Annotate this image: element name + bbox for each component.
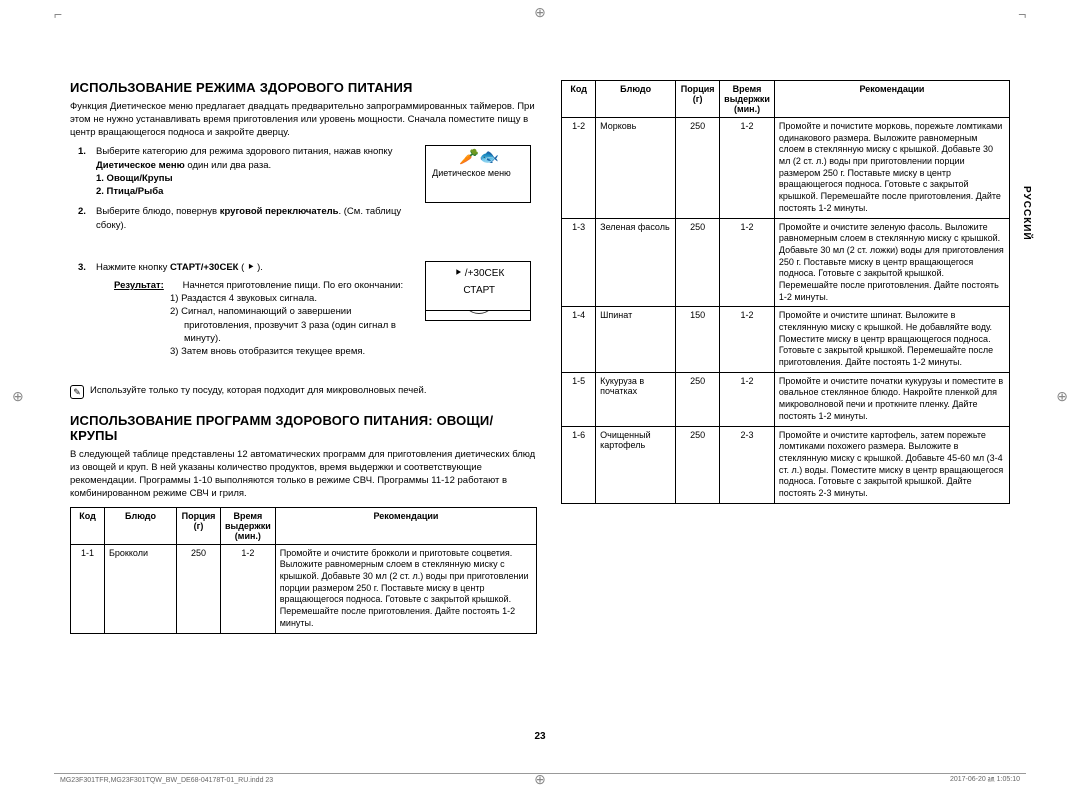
program-table-left: Код Блюдо Порция (г) Время выдержки (мин… bbox=[70, 507, 537, 634]
cell-time: 1-2 bbox=[720, 372, 775, 426]
step-2: Выберите блюдо, повернув круговой перекл… bbox=[70, 205, 417, 232]
step-text: Выберите блюдо, повернув bbox=[96, 206, 220, 217]
intro-paragraph-2: В следующей таблице представлены 12 авто… bbox=[70, 449, 537, 500]
col-portion: Порция (г) bbox=[676, 81, 720, 118]
cell-time: 1-2 bbox=[221, 544, 276, 633]
right-column: Код Блюдо Порция (г) Время выдержки (мин… bbox=[561, 80, 1010, 742]
cell-code: 1-5 bbox=[562, 372, 596, 426]
step-text: ( ⯈ ). bbox=[238, 262, 263, 273]
cell-portion: 250 bbox=[676, 118, 720, 219]
start-30sec-label: ⯈ /+30СЕК bbox=[432, 268, 526, 279]
food-icon: 🥕🐟 bbox=[432, 150, 526, 166]
cell-rec: Промойте и очистите шпинат. Выложите в с… bbox=[774, 307, 1009, 372]
col-code: Код bbox=[71, 507, 105, 544]
cell-dish: Кукуруза в початках bbox=[596, 372, 676, 426]
table-row: 1-6Очищенный картофель2502-3Промойте и о… bbox=[562, 426, 1010, 503]
cell-rec: Промойте и очистите брокколи и приготовь… bbox=[275, 544, 536, 633]
cell-portion: 250 bbox=[676, 426, 720, 503]
table-row: 1-2Морковь2501-2Промойте и почистите мор… bbox=[562, 118, 1010, 219]
step-text: Нажмите кнопку bbox=[96, 262, 170, 273]
cell-code: 1-6 bbox=[562, 426, 596, 503]
start-button-illustration: ⯈ /+30СЕК СТАРТ bbox=[425, 261, 531, 311]
cell-code: 1-3 bbox=[562, 218, 596, 307]
step-2-block: Выберите блюдо, повернув круговой перекл… bbox=[70, 205, 537, 261]
cell-rec: Промойте и очистите початки кукурузы и п… bbox=[774, 372, 1009, 426]
section-heading: ИСПОЛЬЗОВАНИЕ РЕЖИМА ЗДОРОВОГО ПИТАНИЯ bbox=[70, 80, 537, 95]
table-header-row: Код Блюдо Порция (г) Время выдержки (мин… bbox=[562, 81, 1010, 118]
option-2: 2. Птица/Рыба bbox=[96, 186, 163, 197]
cell-rec: Промойте и очистите картофель, затем пор… bbox=[774, 426, 1009, 503]
table-row: 1-1Брокколи2501-2Промойте и очистите бро… bbox=[71, 544, 537, 633]
step-text: Выберите категорию для режима здорового … bbox=[96, 146, 392, 157]
step-1: Выберите категорию для режима здорового … bbox=[70, 145, 417, 198]
col-dish: Блюдо bbox=[105, 507, 177, 544]
cell-dish: Морковь bbox=[596, 118, 676, 219]
col-time: Время выдержки (мин.) bbox=[720, 81, 775, 118]
cell-portion: 250 bbox=[177, 544, 221, 633]
cell-code: 1-1 bbox=[71, 544, 105, 633]
cell-dish: Зеленая фасоль bbox=[596, 218, 676, 307]
registration-target-icon: ⊕ bbox=[1056, 388, 1068, 405]
col-code: Код bbox=[562, 81, 596, 118]
cell-rec: Промойте и очистите зеленую фасоль. Выло… bbox=[774, 218, 1009, 307]
step-1-block: Выберите категорию для режима здорового … bbox=[70, 145, 537, 205]
page-number: 23 bbox=[534, 731, 545, 742]
cell-time: 1-2 bbox=[720, 307, 775, 372]
result-sub-3: 3) Затем вновь отобразится текущее время… bbox=[96, 345, 417, 358]
table-row: 1-3Зеленая фасоль2501-2Промойте и очисти… bbox=[562, 218, 1010, 307]
crop-mark: ⌐ bbox=[1018, 6, 1026, 22]
result-label: Результат: bbox=[114, 279, 180, 292]
step-bold: круговой переключатель bbox=[220, 206, 339, 217]
col-time: Время выдержки (мин.) bbox=[221, 507, 276, 544]
section-heading-2: ИСПОЛЬЗОВАНИЕ ПРОГРАММ ЗДОРОВОГО ПИТАНИЯ… bbox=[70, 413, 537, 443]
note-row: ✎ Используйте только ту посуду, которая … bbox=[70, 385, 537, 399]
step-text: один или два раза. bbox=[185, 160, 271, 171]
illustration-caption: Диетическое меню bbox=[432, 168, 526, 178]
step-bold: СТАРТ/+30СЕК bbox=[170, 262, 238, 273]
col-rec: Рекомендации bbox=[774, 81, 1009, 118]
registration-target-icon: ⊕ bbox=[12, 388, 24, 405]
note-text: Используйте только ту посуду, которая по… bbox=[90, 385, 426, 396]
table-row: 1-5Кукуруза в початках2501-2Промойте и о… bbox=[562, 372, 1010, 426]
cell-time: 2-3 bbox=[720, 426, 775, 503]
result-block: Результат: Начнется приготовление пищи. … bbox=[96, 279, 417, 292]
diet-menu-illustration: 🥕🐟 Диетическое меню bbox=[425, 145, 531, 203]
note-icon: ✎ bbox=[70, 385, 84, 399]
footer-timestamp: 2017-06-20 ㏂ 1:05:10 bbox=[950, 774, 1020, 784]
cell-code: 1-2 bbox=[562, 118, 596, 219]
table-header-row: Код Блюдо Порция (г) Время выдержки (мин… bbox=[71, 507, 537, 544]
col-dish: Блюдо bbox=[596, 81, 676, 118]
intro-paragraph: Функция Диетическое меню предлагает двад… bbox=[70, 101, 537, 139]
result-text: Начнется приготовление пищи. По его окон… bbox=[183, 280, 403, 291]
cell-portion: 250 bbox=[676, 372, 720, 426]
col-portion: Порция (г) bbox=[177, 507, 221, 544]
footer-rule bbox=[54, 773, 1026, 774]
cell-dish: Брокколи bbox=[105, 544, 177, 633]
footer-filename: MG23F301TFR,MG23F301TQW_BW_DE68-04178T-0… bbox=[60, 777, 273, 784]
cell-dish: Очищенный картофель bbox=[596, 426, 676, 503]
cell-rec: Промойте и почистите морковь, порежьте л… bbox=[774, 118, 1009, 219]
crop-mark: ⌐ bbox=[54, 6, 62, 22]
cell-time: 1-2 bbox=[720, 118, 775, 219]
result-sub-1: 1) Раздастся 4 звуковых сигнала. bbox=[96, 292, 417, 305]
result-sub-2: 2) Сигнал, напоминающий о завершении при… bbox=[96, 305, 417, 345]
start-label: СТАРТ bbox=[432, 285, 526, 296]
registration-target-icon: ⊕ bbox=[534, 4, 546, 21]
cell-portion: 150 bbox=[676, 307, 720, 372]
language-tab: РУССКИЙ bbox=[1019, 180, 1034, 247]
step-3: Нажмите кнопку СТАРТ/+30СЕК ( ⯈ ). Резул… bbox=[70, 261, 417, 358]
col-rec: Рекомендации bbox=[275, 507, 536, 544]
left-column: ИСПОЛЬЗОВАНИЕ РЕЖИМА ЗДОРОВОГО ПИТАНИЯ Ф… bbox=[70, 80, 537, 742]
table-row: 1-4Шпинат1501-2Промойте и очистите шпина… bbox=[562, 307, 1010, 372]
option-1: 1. Овощи/Крупы bbox=[96, 173, 173, 184]
cell-portion: 250 bbox=[676, 218, 720, 307]
page-content: ИСПОЛЬЗОВАНИЕ РЕЖИМА ЗДОРОВОГО ПИТАНИЯ Ф… bbox=[70, 80, 1010, 742]
cell-dish: Шпинат bbox=[596, 307, 676, 372]
program-table-right: Код Блюдо Порция (г) Время выдержки (мин… bbox=[561, 80, 1010, 504]
cell-code: 1-4 bbox=[562, 307, 596, 372]
step-bold: Диетическое меню bbox=[96, 160, 185, 171]
step-3-block: Нажмите кнопку СТАРТ/+30СЕК ( ⯈ ). Резул… bbox=[70, 261, 537, 381]
cell-time: 1-2 bbox=[720, 218, 775, 307]
